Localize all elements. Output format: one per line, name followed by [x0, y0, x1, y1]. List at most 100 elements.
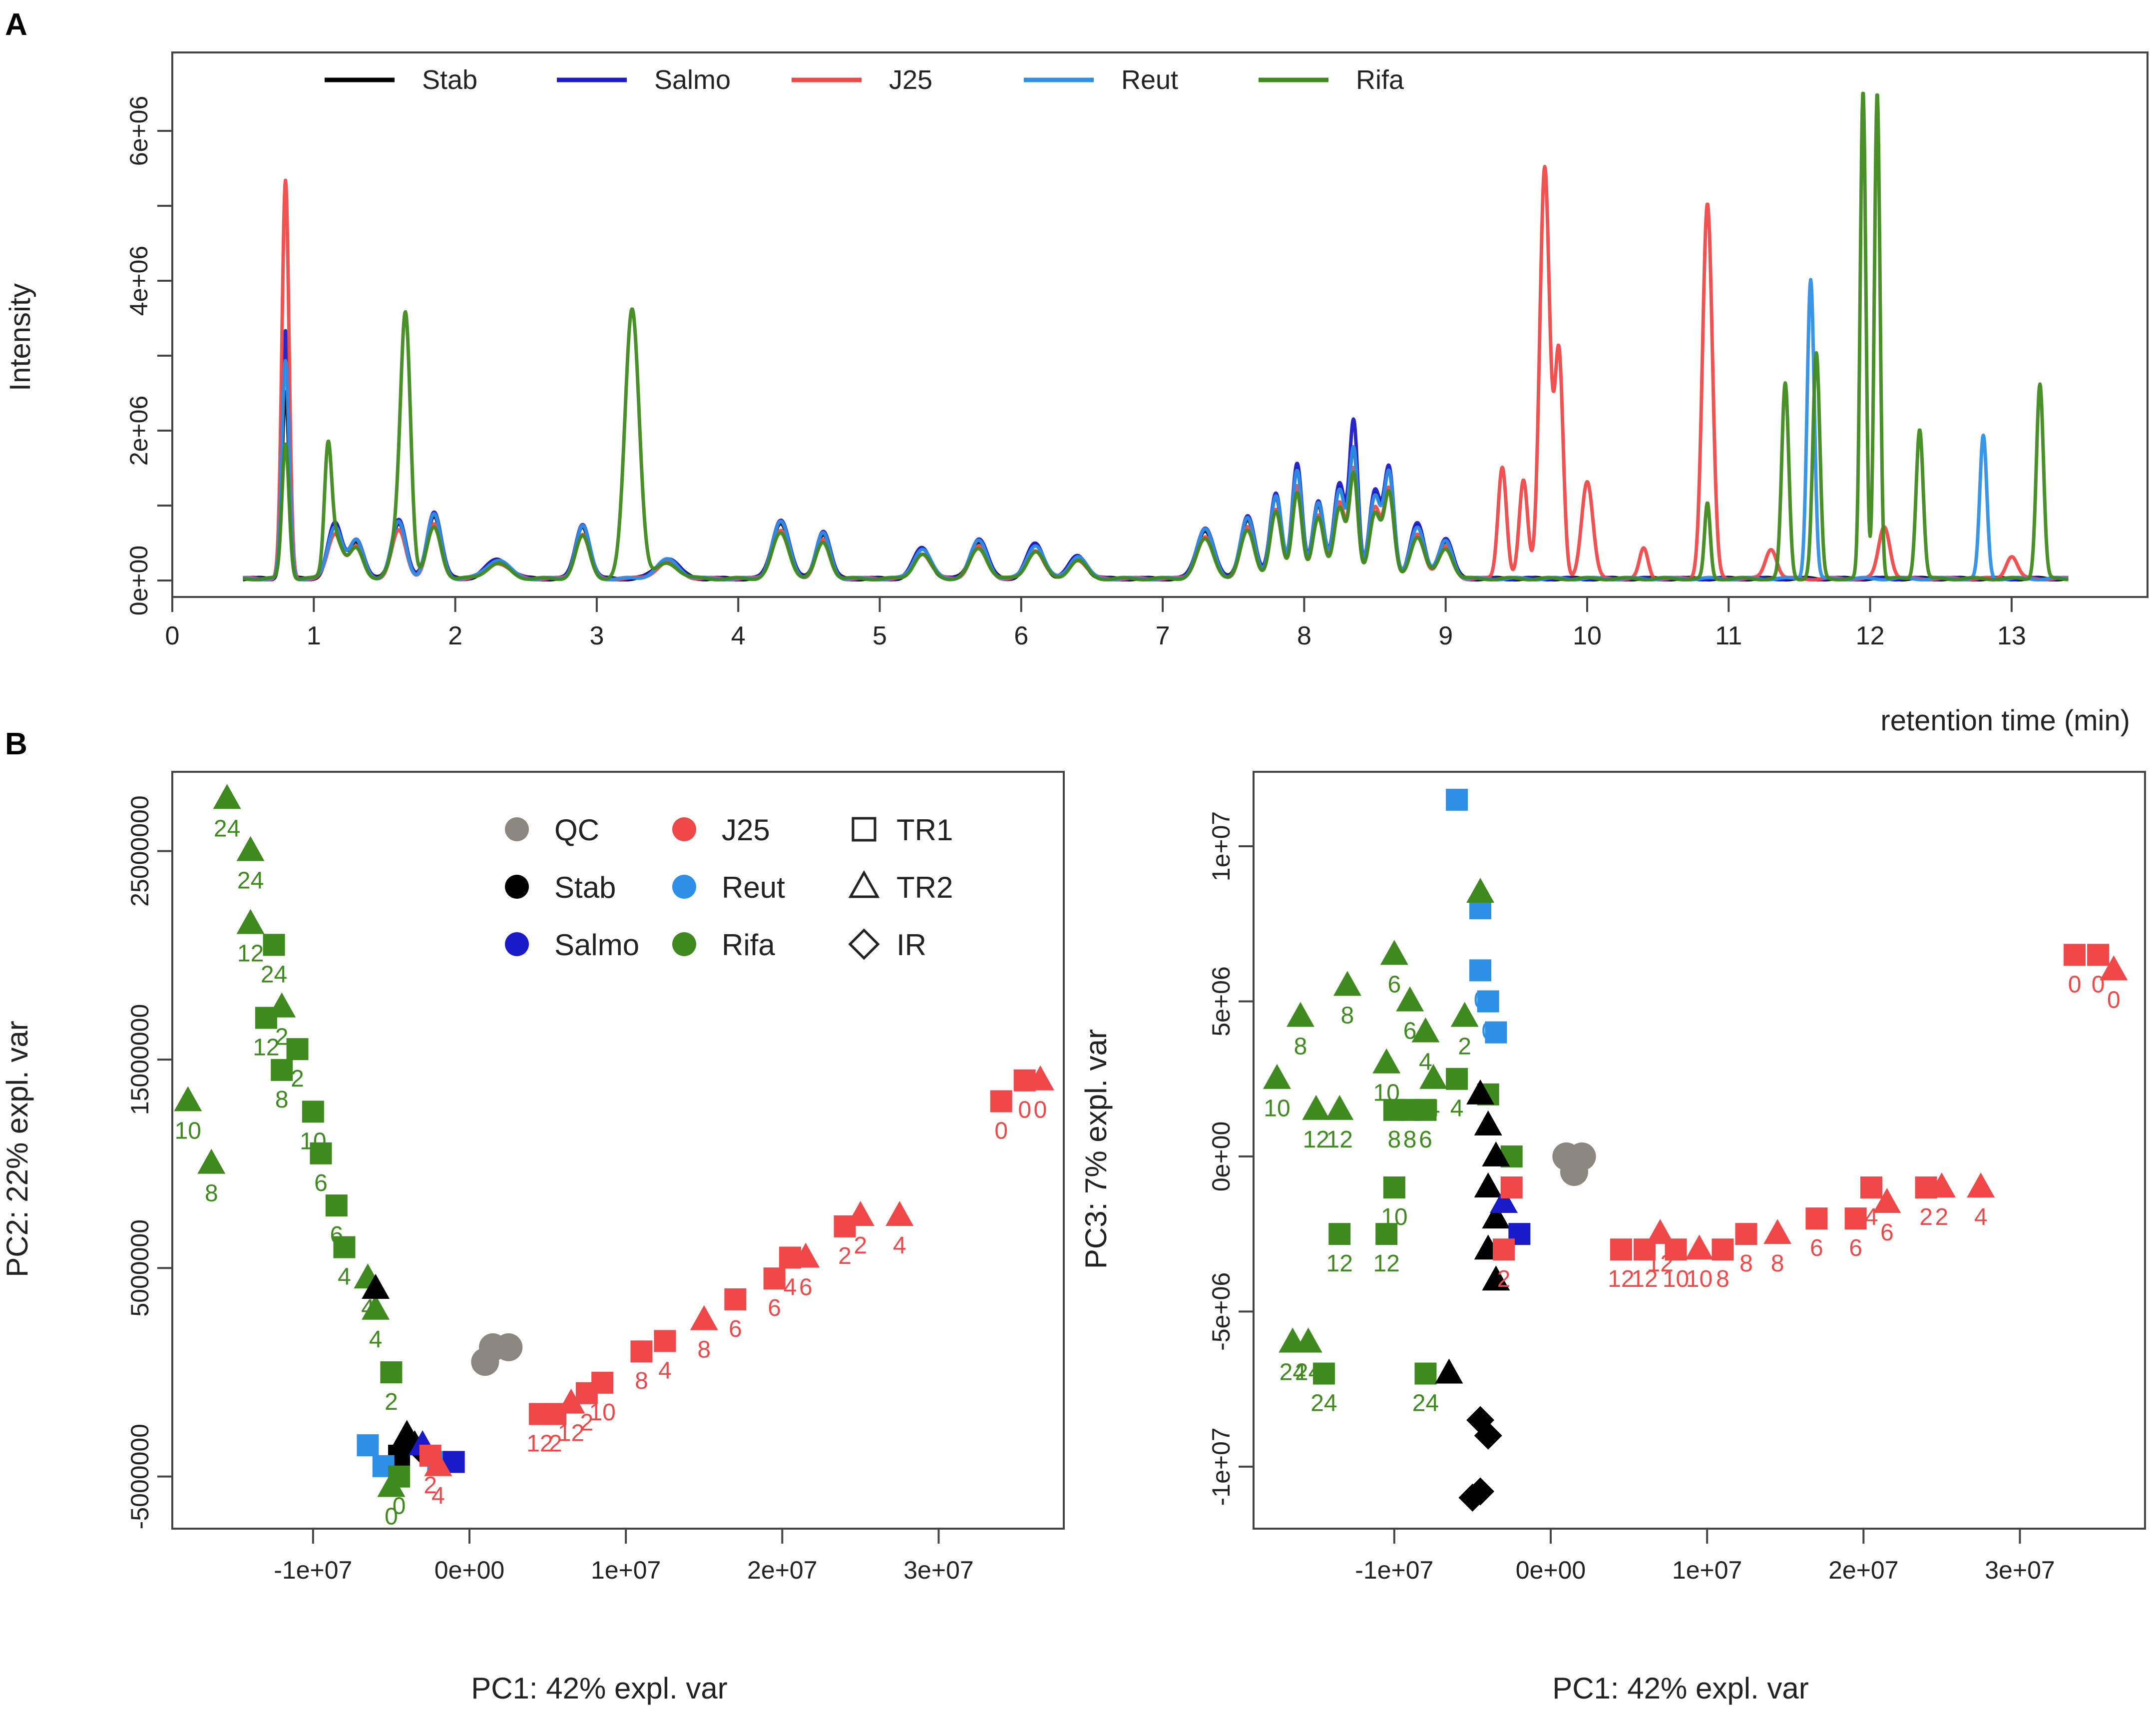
y-tick-label: -5000000: [126, 1424, 154, 1529]
point-j25-triangle: [846, 1200, 874, 1226]
point-label: 4: [369, 1326, 383, 1353]
point-label: 4: [431, 1483, 445, 1509]
point-label: 12: [558, 1420, 584, 1447]
legend-dot: [672, 875, 696, 899]
x-tick-label: 12: [1856, 621, 1885, 650]
pca-right-x-label: PC1: 42% expl. var: [1552, 1672, 1809, 1705]
point-label: 12: [1373, 1250, 1399, 1277]
point-label: 10: [1264, 1096, 1290, 1122]
point-label: 6: [1419, 1127, 1432, 1153]
point-j25-triangle: [1026, 1065, 1055, 1091]
point-j25-square: [654, 1330, 676, 1352]
point-rifa-triangle: [1286, 1002, 1314, 1027]
legend-item-stab: Stab: [505, 871, 616, 904]
chromatogram-panel: 0 1 2 3 4 5 6 7 8 9 10 11 12 13 0e+002e+064e+066e+06 …: [4, 51, 2149, 737]
x-tick-label: 11: [1715, 621, 1742, 650]
point-rifa-square: [1383, 1176, 1405, 1199]
pca-right-points: 0010812128661088644421012122424242401212…: [1263, 788, 2128, 1512]
point-reut-square: [1485, 1021, 1507, 1044]
point-label: 12: [1326, 1250, 1353, 1277]
point-rifa-triangle: [236, 836, 265, 861]
point-j25-triangle: [1763, 1219, 1792, 1244]
y-tick-label: 5e+06: [1207, 966, 1235, 1036]
y-tick-label: 4e+06: [125, 246, 153, 316]
y-tick-label: 1e+07: [1207, 811, 1235, 881]
x-tick-label: 0: [165, 621, 180, 650]
point-label: 2: [549, 1430, 562, 1457]
point-j25-triangle: [690, 1305, 718, 1330]
point-label: 6: [799, 1274, 813, 1300]
point-rifa-triangle: [1380, 940, 1408, 965]
x-tick-label: 3e+07: [1985, 1556, 2055, 1584]
point-label: 8: [1739, 1250, 1753, 1277]
point-rifa-square: [271, 1059, 293, 1081]
legend-label: TR2: [896, 871, 953, 904]
point-stab-triangle: [1474, 1172, 1502, 1198]
legend-item-qc: QC: [505, 813, 599, 847]
point-j25-square: [763, 1267, 786, 1290]
point-label: 0: [994, 1118, 1008, 1144]
point-label: 24: [1412, 1390, 1439, 1417]
point-j25-triangle: [1873, 1188, 1901, 1213]
point-j25-triangle: [1927, 1172, 1956, 1198]
point-rifa-square: [286, 1038, 309, 1061]
point-label: 12: [253, 1034, 279, 1061]
point-rifa-triangle: [1466, 878, 1495, 903]
point-j25-square: [1735, 1223, 1757, 1245]
point-j25-triangle: [2100, 955, 2128, 981]
x-tick-label: 13: [1997, 621, 2026, 650]
point-stab-triangle: [1474, 1110, 1502, 1136]
point-j25-triangle: [557, 1388, 585, 1414]
point-label: 8: [1294, 1034, 1307, 1060]
point-label: 8: [635, 1368, 648, 1394]
point-label: 2: [1919, 1204, 1933, 1230]
series-line-reut: [242, 278, 2070, 581]
chromatogram-lines: [242, 91, 2070, 581]
pca-left-x-axis: -1e+07 0e+00 1e+07 2e+07 3e+07: [274, 1528, 974, 1584]
point-rifa-square: [325, 1194, 348, 1217]
point-rifa-triangle: [1325, 1095, 1354, 1120]
point-rifa-triangle: [1263, 1064, 1291, 1089]
chromatogram-plot-frame: [171, 51, 2149, 598]
point-j25-square: [630, 1340, 653, 1363]
x-tick-label: 0e+00: [434, 1556, 504, 1584]
legend-square-icon: [852, 817, 876, 842]
legend-dot: [672, 932, 696, 956]
pca-left-y-label: PC2: 22% expl. var: [0, 1021, 34, 1277]
point-rifa-square: [1414, 1099, 1437, 1121]
point-j25-square: [1712, 1238, 1734, 1261]
point-label: 8: [1771, 1250, 1784, 1277]
point-reut-square: [357, 1434, 379, 1457]
legend-item-reut: Reut: [1024, 65, 1178, 95]
legend-dot: [505, 875, 529, 899]
legend-label: Stab: [422, 65, 477, 95]
point-j25-square: [1493, 1238, 1515, 1261]
point-label: 24: [1280, 1359, 1306, 1385]
point-rifa-square: [1328, 1223, 1351, 1245]
pca-right-x-axis: -1e+07 0e+00 1e+07 2e+07 3e+07: [1355, 1528, 2055, 1584]
point-label: 6: [768, 1295, 781, 1321]
point-stab-triangle: [1482, 1203, 1510, 1229]
point-label: 2: [580, 1410, 594, 1436]
point-label: 4: [1974, 1204, 1988, 1230]
legend-item-reut: Reut: [672, 871, 785, 904]
point-rifa-triangle: [1294, 1327, 1322, 1353]
legend-dot: [505, 817, 529, 841]
y-tick-label: -5e+06: [1207, 1272, 1235, 1351]
point-rifa-triangle: [1411, 1017, 1440, 1043]
series-line-rifa: [242, 91, 2070, 581]
legend-label: Rifa: [722, 928, 775, 962]
legend-item-rifa: Rifa: [1259, 65, 1404, 95]
point-stab-triangle: [1466, 1079, 1495, 1105]
legend-triangle-icon: [848, 870, 880, 898]
point-rifa-square: [263, 934, 285, 956]
point-rifa-square: [302, 1101, 324, 1123]
point-j25-triangle: [1967, 1172, 1995, 1198]
legend-label: Salmo: [554, 928, 639, 962]
point-label: 24: [261, 961, 287, 988]
chromatogram-y-axis: 0e+00 2e+06 4e+06 6e+06: [125, 96, 173, 615]
point-rifa-triangle: [1450, 1002, 1479, 1027]
point-label: 24: [1310, 1390, 1337, 1417]
point-qc-dot: [471, 1348, 499, 1376]
point-label: 6: [314, 1170, 328, 1196]
